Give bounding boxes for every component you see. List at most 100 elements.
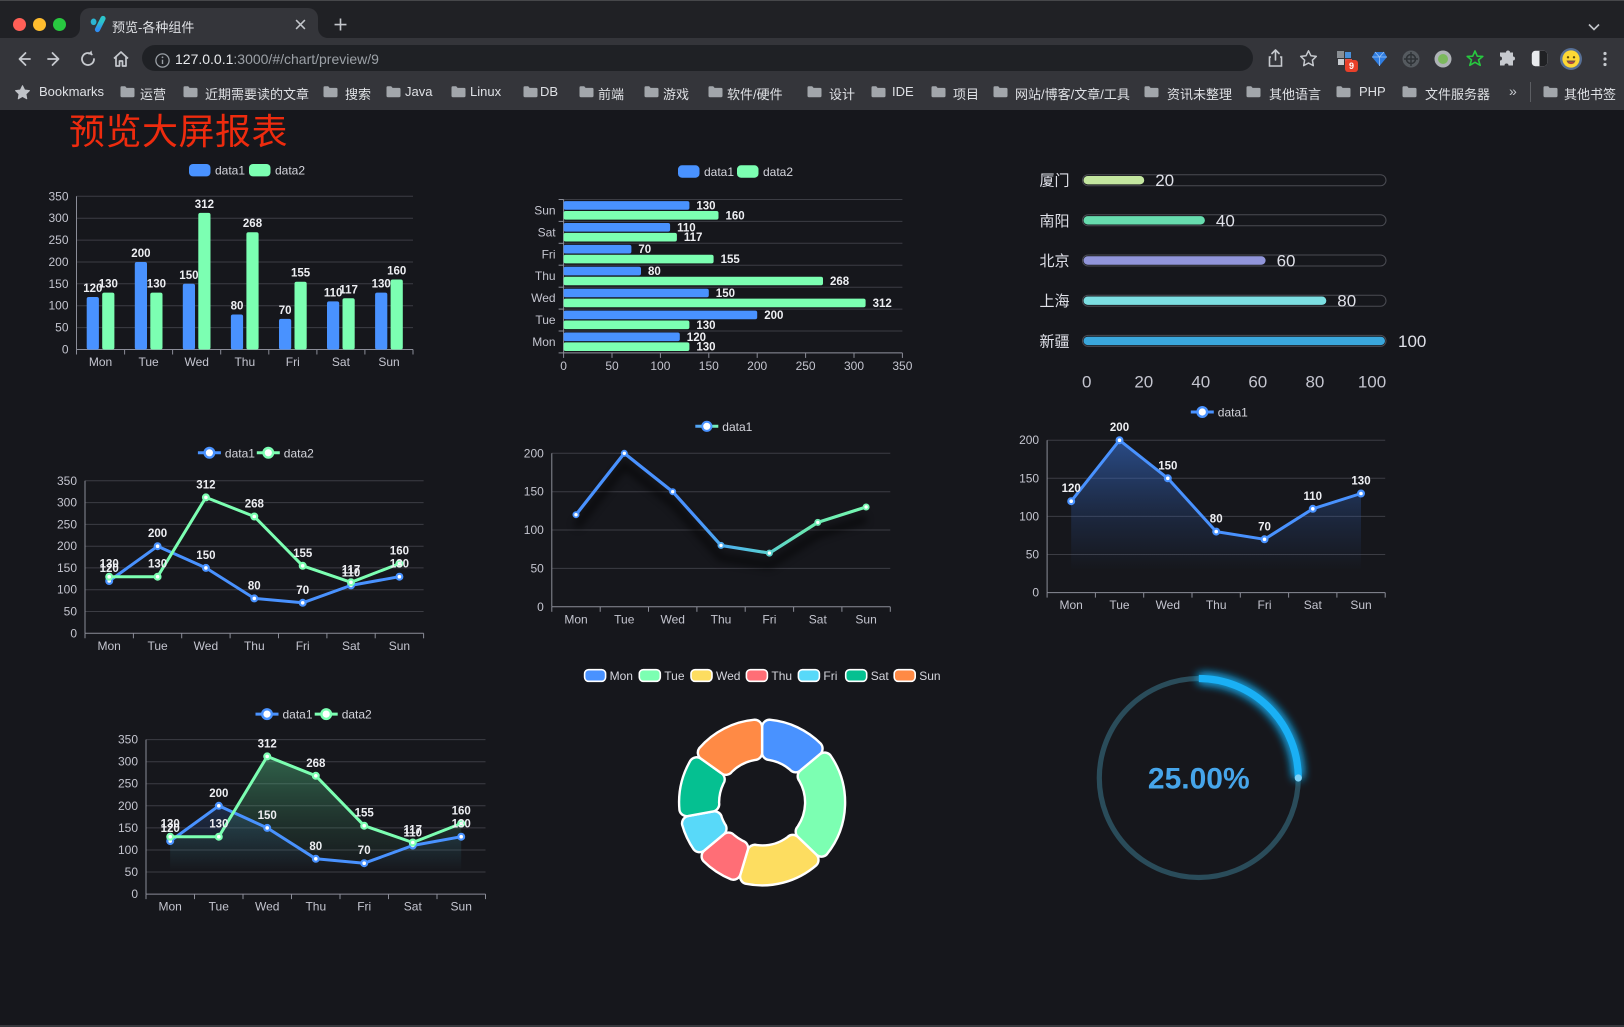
svg-text:150: 150 — [1019, 471, 1039, 485]
svg-text:50: 50 — [605, 359, 619, 373]
svg-text:150: 150 — [57, 561, 77, 575]
svg-text:Wed: Wed — [531, 291, 555, 305]
svg-text:130: 130 — [148, 559, 167, 571]
svg-text:80: 80 — [1337, 292, 1356, 311]
svg-text:20: 20 — [1134, 373, 1153, 392]
svg-text:200: 200 — [131, 248, 150, 260]
svg-text:70: 70 — [279, 305, 292, 317]
svg-text:Mon: Mon — [89, 355, 112, 369]
svg-text:Thu: Thu — [244, 639, 265, 653]
svg-text:0: 0 — [62, 343, 69, 357]
svg-text:155: 155 — [355, 808, 375, 820]
svg-text:250: 250 — [118, 777, 138, 791]
svg-text:Sun: Sun — [1350, 598, 1371, 612]
svg-text:120: 120 — [83, 283, 102, 295]
svg-text:160: 160 — [452, 806, 471, 818]
svg-text:80: 80 — [231, 301, 244, 313]
svg-text:200: 200 — [764, 310, 783, 322]
svg-text:0: 0 — [1082, 373, 1091, 392]
svg-text:110: 110 — [677, 222, 696, 234]
svg-text:150: 150 — [48, 277, 68, 291]
svg-text:160: 160 — [387, 266, 406, 278]
svg-text:Sun: Sun — [389, 639, 410, 653]
svg-text:40: 40 — [1216, 211, 1235, 230]
svg-text:50: 50 — [1026, 548, 1040, 562]
svg-text:50: 50 — [64, 605, 78, 619]
svg-text:250: 250 — [796, 359, 816, 373]
svg-text:110: 110 — [324, 287, 343, 299]
svg-text:Thu: Thu — [1206, 598, 1227, 612]
svg-text:120: 120 — [161, 823, 180, 835]
svg-text:117: 117 — [339, 284, 358, 296]
svg-text:data1: data1 — [225, 446, 255, 460]
svg-text:25.00%: 25.00% — [1148, 763, 1250, 796]
svg-text:150: 150 — [179, 270, 198, 282]
svg-text:50: 50 — [530, 561, 544, 575]
svg-text:Sat: Sat — [404, 900, 423, 914]
svg-text:Wed: Wed — [716, 669, 740, 683]
svg-text:厦门: 厦门 — [1039, 173, 1069, 190]
svg-text:data1: data1 — [704, 165, 734, 179]
svg-text:Mon: Mon — [1060, 598, 1083, 612]
svg-text:0: 0 — [560, 359, 567, 373]
svg-text:100: 100 — [118, 843, 138, 857]
svg-text:160: 160 — [390, 546, 409, 558]
svg-text:130: 130 — [696, 320, 715, 332]
svg-text:70: 70 — [296, 585, 309, 597]
svg-text:130: 130 — [100, 559, 119, 571]
svg-text:40: 40 — [1191, 373, 1210, 392]
svg-text:0: 0 — [131, 887, 138, 901]
svg-text:北京: 北京 — [1039, 253, 1069, 270]
svg-text:Mon: Mon — [159, 900, 182, 914]
svg-text:100: 100 — [57, 583, 77, 597]
svg-text:Sat: Sat — [538, 225, 557, 239]
svg-text:data2: data2 — [275, 164, 305, 178]
svg-text:data1: data1 — [722, 420, 752, 434]
svg-text:上海: 上海 — [1039, 293, 1069, 310]
svg-text:130: 130 — [696, 342, 715, 354]
svg-text:268: 268 — [306, 758, 326, 770]
svg-text:155: 155 — [293, 548, 313, 560]
svg-text:120: 120 — [1062, 483, 1081, 495]
svg-text:150: 150 — [524, 485, 544, 499]
svg-text:60: 60 — [1248, 373, 1267, 392]
svg-text:200: 200 — [48, 255, 68, 269]
svg-text:100: 100 — [524, 523, 544, 537]
svg-text:80: 80 — [1210, 514, 1223, 526]
svg-text:130: 130 — [372, 279, 391, 291]
svg-text:110: 110 — [1304, 491, 1323, 503]
svg-text:Wed: Wed — [194, 639, 218, 653]
svg-text:130: 130 — [161, 819, 180, 831]
svg-text:Tue: Tue — [138, 355, 159, 369]
svg-text:155: 155 — [291, 268, 311, 280]
svg-text:312: 312 — [258, 738, 277, 750]
svg-text:100: 100 — [1019, 509, 1039, 523]
svg-text:200: 200 — [118, 799, 138, 813]
svg-text:200: 200 — [524, 446, 544, 460]
svg-text:120: 120 — [687, 332, 706, 344]
svg-text:110: 110 — [342, 567, 361, 579]
svg-text:Sat: Sat — [332, 355, 351, 369]
svg-text:Fri: Fri — [357, 900, 371, 914]
svg-text:200: 200 — [1019, 433, 1039, 447]
svg-text:100: 100 — [650, 359, 670, 373]
svg-text:100: 100 — [1358, 373, 1386, 392]
svg-text:70: 70 — [358, 845, 371, 857]
svg-text:Thu: Thu — [234, 355, 255, 369]
svg-text:Fri: Fri — [296, 639, 310, 653]
svg-text:70: 70 — [638, 244, 651, 256]
svg-text:100: 100 — [1398, 332, 1426, 351]
svg-text:Mon: Mon — [564, 612, 587, 626]
svg-text:Thu: Thu — [711, 612, 732, 626]
svg-text:200: 200 — [1110, 422, 1129, 434]
svg-text:Tue: Tue — [664, 669, 685, 683]
svg-text:data2: data2 — [342, 708, 372, 722]
svg-text:Fri: Fri — [1258, 598, 1272, 612]
svg-text:50: 50 — [125, 865, 139, 879]
svg-text:0: 0 — [537, 600, 544, 614]
svg-text:100: 100 — [48, 299, 68, 313]
svg-text:60: 60 — [1277, 252, 1296, 271]
svg-text:268: 268 — [243, 218, 263, 230]
svg-text:data1: data1 — [283, 708, 313, 722]
svg-text:268: 268 — [245, 499, 265, 511]
